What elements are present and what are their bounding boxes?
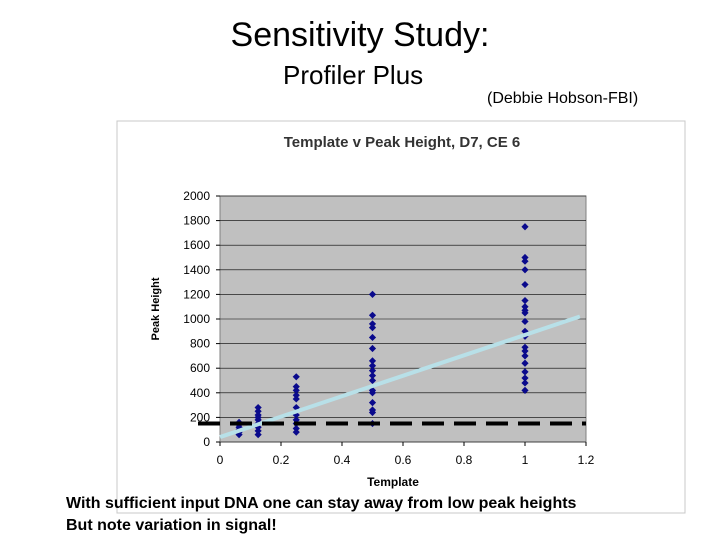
data-point: [521, 368, 529, 376]
x-tick-label: 0: [217, 453, 224, 467]
data-point: [521, 306, 529, 314]
data-point: [521, 374, 529, 382]
data-point: [521, 386, 529, 394]
credit-text: (Debbie Hobson-FBI): [487, 90, 639, 107]
data-point: [521, 352, 529, 360]
y-tick-label: 1200: [183, 287, 210, 301]
data-point: [292, 373, 300, 381]
y-tick-label: 1800: [183, 214, 210, 228]
data-point: [521, 223, 529, 231]
x-axis-ticks: 0 0.2 0.4 0.6 0.8 1 1.2: [217, 442, 595, 467]
x-tick-label: 0.8: [456, 453, 473, 467]
y-tick-label: 0: [203, 435, 210, 449]
data-point: [254, 407, 262, 415]
data-point: [254, 411, 262, 419]
y-tick-label: 800: [190, 337, 210, 351]
data-point: [521, 327, 529, 335]
y-axis-ticks: 0 200 400 600 800 1000 1200 1400 1600 1800 2000: [183, 189, 220, 449]
data-point: [368, 406, 377, 414]
data-point: [292, 383, 300, 391]
data-point: [521, 343, 529, 351]
y-tick-label: 600: [190, 361, 210, 375]
slide-title: Sensitivity Study:: [230, 16, 490, 54]
data-point: [368, 371, 377, 380]
x-tick-label: 0.4: [334, 453, 351, 467]
x-tick-label: 0.6: [395, 453, 412, 467]
data-point: [368, 357, 377, 365]
data-point: [521, 379, 529, 387]
data-point: [521, 347, 529, 355]
y-tick-label: 400: [190, 386, 210, 400]
data-point: [521, 253, 529, 262]
data-point: [368, 362, 377, 370]
x-tick-label: 1: [522, 453, 529, 467]
y-tick-label: 1000: [183, 312, 210, 326]
data-point: [521, 296, 529, 305]
data-point: [254, 431, 262, 439]
data-point: [292, 424, 300, 433]
data-point: [292, 428, 300, 436]
data-point: [521, 359, 529, 367]
y-axis-label: Peak Height: [150, 277, 162, 340]
caption: With sufficient input DNA one can stay a…: [66, 493, 576, 537]
data-point: [521, 257, 529, 265]
y-tick-label: 1600: [183, 238, 210, 252]
data-point: [521, 317, 529, 326]
x-axis-label: Template: [367, 475, 419, 489]
x-tick-label: 1.2: [578, 453, 595, 467]
y-tick-label: 200: [190, 410, 210, 424]
data-point: [292, 395, 300, 403]
y-tick-label: 2000: [183, 189, 210, 203]
data-point: [368, 344, 377, 353]
slide-subtitle: Profiler Plus: [283, 60, 424, 90]
data-point: [521, 266, 529, 274]
data-point: [368, 320, 377, 328]
data-point: [368, 324, 377, 332]
data-point: [292, 391, 300, 399]
chart-title: Template v Peak Height, D7, CE 6: [284, 134, 520, 151]
data-point: [368, 376, 377, 385]
data-point: [368, 333, 377, 342]
data-point: [521, 280, 529, 289]
data-point: [368, 311, 377, 319]
trendline: [219, 314, 581, 439]
data-point: [368, 399, 377, 407]
data-point: [521, 303, 529, 311]
data-point: [292, 386, 300, 394]
caption-line-1: With sufficient input DNA one can stay a…: [66, 495, 577, 512]
caption-line-2: But note variation in signal!: [66, 517, 277, 534]
x-tick-label: 0.2: [273, 453, 290, 467]
y-tick-label: 1400: [183, 263, 210, 277]
data-point: [254, 403, 262, 412]
data-point: [368, 290, 377, 298]
data-point: [368, 367, 377, 375]
data-point: [254, 427, 262, 435]
